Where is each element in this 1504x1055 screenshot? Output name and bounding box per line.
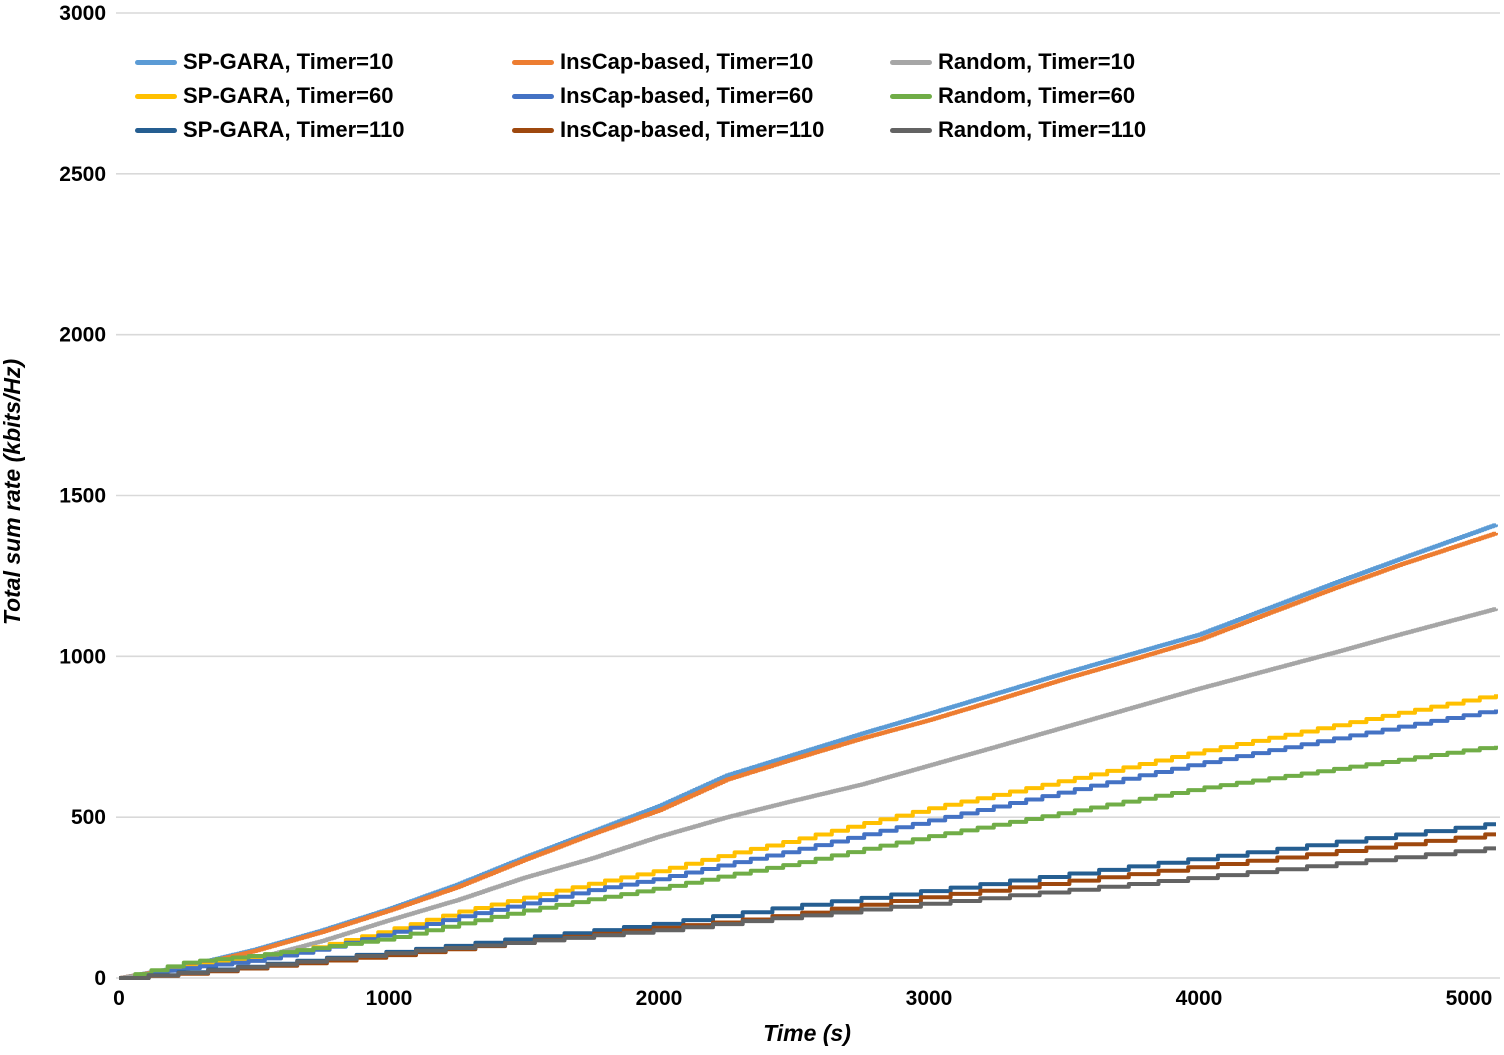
legend-item: SP-GARA, Timer=60 xyxy=(135,85,512,107)
legend-line-swatch xyxy=(890,93,932,99)
x-tick-label: 3000 xyxy=(906,987,953,1010)
legend-item: InsCap-based, Timer=110 xyxy=(512,119,890,141)
x-tick-label: 2000 xyxy=(636,987,683,1010)
x-tick-label: 4000 xyxy=(1176,987,1223,1010)
chart-legend: SP-GARA, Timer=10 InsCap-based, Timer=10 R… xyxy=(135,45,1180,147)
x-tick-labels-group: 0 1000 2000 3000 4000 5000 xyxy=(113,987,1492,1010)
legend-label: InsCap-based, Timer=60 xyxy=(560,83,814,108)
series-lines-group xyxy=(119,523,1498,980)
legend-line-swatch xyxy=(135,59,177,65)
x-tick-label: 0 xyxy=(113,987,125,1010)
legend-item: InsCap-based, Timer=10 xyxy=(512,51,890,73)
series-line-random-timer-110 xyxy=(119,846,1496,980)
y-tick-labels-group: 0 500 1000 1500 2000 2500 3000 xyxy=(59,2,106,990)
legend-label: Random, Timer=60 xyxy=(938,83,1136,108)
y-axis-title: Total sum rate (kbits/Hz) xyxy=(0,359,25,625)
legend-line-swatch xyxy=(512,93,554,99)
y-tick-label: 3000 xyxy=(59,2,106,25)
legend-label: InsCap-based, Timer=110 xyxy=(560,117,825,142)
legend-label: InsCap-based, Timer=10 xyxy=(560,49,814,74)
y-tick-label: 1500 xyxy=(59,485,106,508)
legend-label: Random, Timer=110 xyxy=(938,117,1147,142)
legend-line-swatch xyxy=(135,127,177,133)
legend-item: InsCap-based, Timer=60 xyxy=(512,85,890,107)
series-line-inscap-based-timer-10 xyxy=(119,531,1498,980)
y-tick-label: 2000 xyxy=(59,324,106,347)
x-tick-label: 1000 xyxy=(366,987,413,1010)
legend-line-swatch xyxy=(135,93,177,99)
y-tick-label: 2500 xyxy=(59,163,106,186)
series-line-sp-gara-timer-60 xyxy=(119,694,1498,980)
legend-item: Random, Timer=110 xyxy=(890,119,1180,141)
x-axis-title: Time (s) xyxy=(763,1020,851,1046)
legend-item: SP-GARA, Timer=110 xyxy=(135,119,512,141)
y-tick-label: 1000 xyxy=(59,645,106,668)
y-tick-label: 0 xyxy=(94,967,106,990)
series-line-random-timer-60 xyxy=(119,745,1498,980)
legend-label: SP-GARA, Timer=60 xyxy=(183,83,394,108)
legend-line-swatch xyxy=(512,59,554,65)
x-tick-label: 5000 xyxy=(1446,987,1493,1010)
legend-label: SP-GARA, Timer=10 xyxy=(183,49,394,74)
legend-line-swatch xyxy=(890,59,932,65)
legend-item: SP-GARA, Timer=10 xyxy=(135,51,512,73)
legend-label: SP-GARA, Timer=110 xyxy=(183,117,405,142)
gridlines-group xyxy=(116,12,1500,979)
series-line-sp-gara-timer-10 xyxy=(119,523,1498,980)
series-line-random-timer-10 xyxy=(119,607,1498,980)
legend-item: Random, Timer=10 xyxy=(890,51,1180,73)
legend-label: Random, Timer=10 xyxy=(938,49,1136,74)
legend-line-swatch xyxy=(890,127,932,133)
legend-item: Random, Timer=60 xyxy=(890,85,1180,107)
y-tick-label: 500 xyxy=(71,806,106,829)
legend-line-swatch xyxy=(512,127,554,133)
